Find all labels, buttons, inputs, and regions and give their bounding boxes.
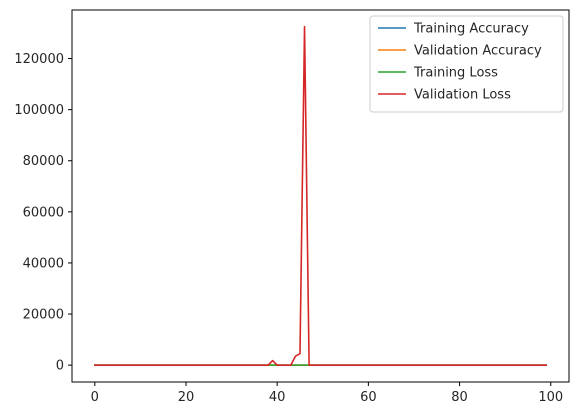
x-tick-label: 60 <box>360 390 377 405</box>
y-axis-ticks: 0 20000 40000 60000 80000 100000 120000 <box>14 52 72 374</box>
x-tick-label: 20 <box>178 390 195 405</box>
x-tick-label: 0 <box>91 390 99 405</box>
legend-label: Training Loss <box>413 66 498 81</box>
y-tick-label: 60000 <box>23 205 64 220</box>
y-tick-label: 80000 <box>23 154 64 169</box>
legend-label: Validation Accuracy <box>414 44 542 59</box>
plot-frame <box>71 9 570 383</box>
y-tick-label: 0 <box>56 359 64 374</box>
x-tick-label: 40 <box>269 390 286 405</box>
x-axis-ticks: 0 20 40 60 80 100 <box>91 382 563 405</box>
x-tick-label: 100 <box>538 390 563 405</box>
series-layer <box>93 25 548 366</box>
legend-box <box>369 15 564 113</box>
legend-label: Training Accuracy <box>413 22 529 37</box>
y-tick-label: 20000 <box>23 308 64 323</box>
legend-label: Validation Loss <box>414 88 511 103</box>
y-tick-label: 40000 <box>23 256 64 271</box>
y-tick-label: 120000 <box>14 52 64 67</box>
y-tick-label: 100000 <box>14 103 64 118</box>
x-tick-label: 80 <box>451 390 468 405</box>
legend: Training Accuracy Validation Accuracy Trai… <box>369 15 564 113</box>
series-line-validation-loss <box>94 25 548 366</box>
